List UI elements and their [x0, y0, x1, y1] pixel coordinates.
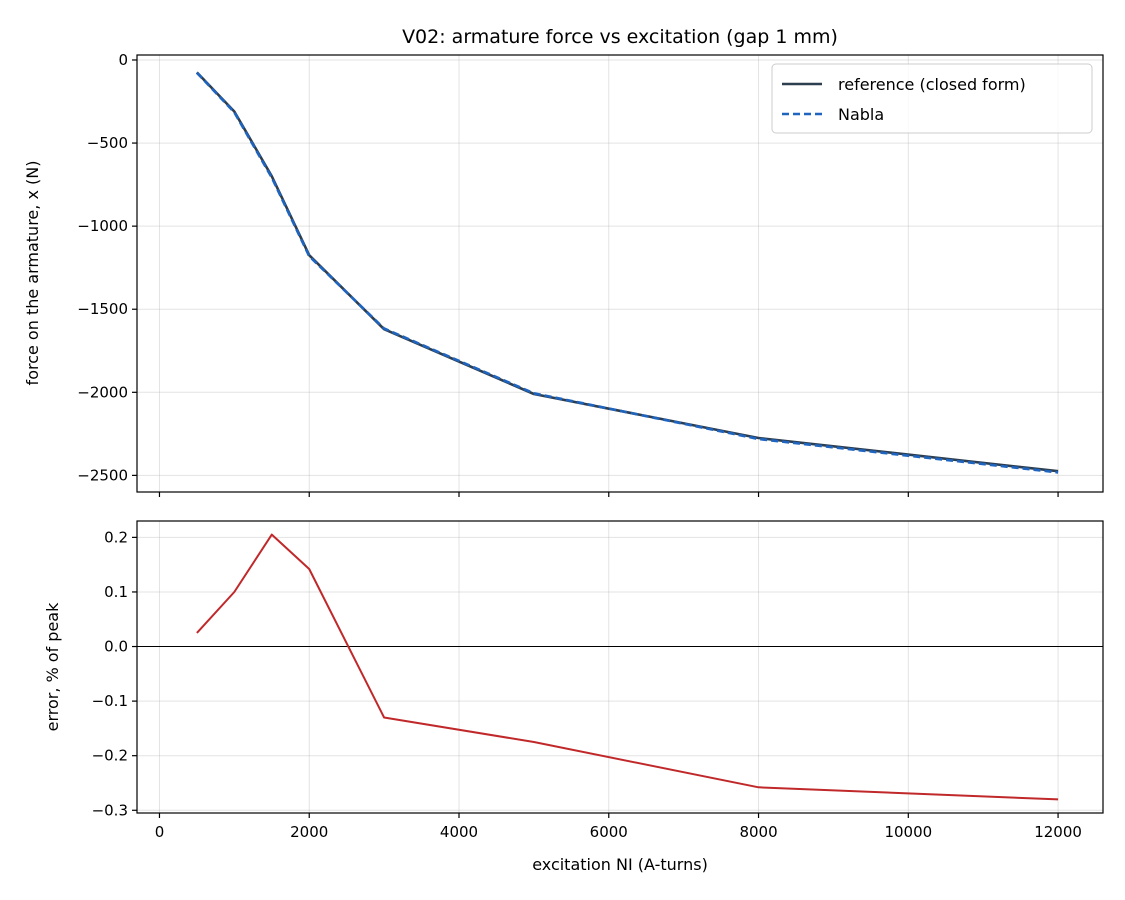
error-y-tick-label: 0.2: [104, 528, 128, 546]
force-y-tick-label: 0: [118, 51, 128, 69]
force-panel: 0 −500 −1000 −1500 −2000 −2500 force on the a…: [23, 51, 1104, 497]
error-x-tick-label: 4000: [440, 823, 478, 841]
error-x-tick-label: 8000: [739, 823, 777, 841]
error-y-tick-label: 0.1: [104, 583, 128, 601]
chart-title: V02: armature force vs excitation (gap 1…: [402, 26, 838, 48]
force-panel-ticks: 0 −500 −1000 −1500 −2000 −2500: [77, 51, 1059, 497]
error-x-tick-label: 6000: [590, 823, 628, 841]
error-y-tick-label: 0.0: [104, 638, 128, 656]
force-y-tick-label: −500: [87, 134, 128, 152]
error-y-tick-label: −0.1: [92, 692, 128, 710]
force-y-tick-label: −2000: [77, 383, 128, 401]
force-y-tick-label: −2500: [77, 466, 128, 484]
error-panel-series: [137, 533, 1103, 801]
error-y-axis-label: error, % of peak: [43, 602, 62, 732]
legend: reference (closed form) Nabla: [771, 63, 1093, 134]
error-panel-frame: [136, 520, 1104, 814]
force-panel-frame: [136, 54, 1104, 493]
error-y-tick-label: −0.3: [92, 801, 128, 819]
force-panel-series: [195, 71, 1059, 474]
force-series-line-2: [195, 71, 1059, 474]
force-y-axis-label: force on the armature, x (N): [23, 161, 42, 386]
force-y-tick-label: −1500: [77, 300, 128, 318]
force-y-tick-label: −1000: [77, 217, 128, 235]
error-panel-ticks: 0 2000 4000 6000 8000 10000 12000 0.2 0.1 0.0 −0.1…: [92, 528, 1082, 841]
error-x-tick-label: 2000: [290, 823, 328, 841]
error-series-line-1: [196, 533, 1059, 801]
error-panel: 0 2000 4000 6000 8000 10000 12000 0.2 0.1 0.0 −0.1…: [43, 520, 1104, 874]
error-x-tick-label: 10000: [884, 823, 932, 841]
error-x-tick-label: 12000: [1034, 823, 1082, 841]
x-axis-label: excitation NI (A-turns): [532, 855, 708, 874]
legend-label-reference: reference (closed form): [838, 75, 1026, 94]
legend-box: [771, 63, 1093, 134]
legend-label-nabla: Nabla: [838, 105, 884, 124]
error-x-tick-label: 0: [155, 823, 165, 841]
error-y-tick-label: −0.2: [92, 747, 128, 765]
